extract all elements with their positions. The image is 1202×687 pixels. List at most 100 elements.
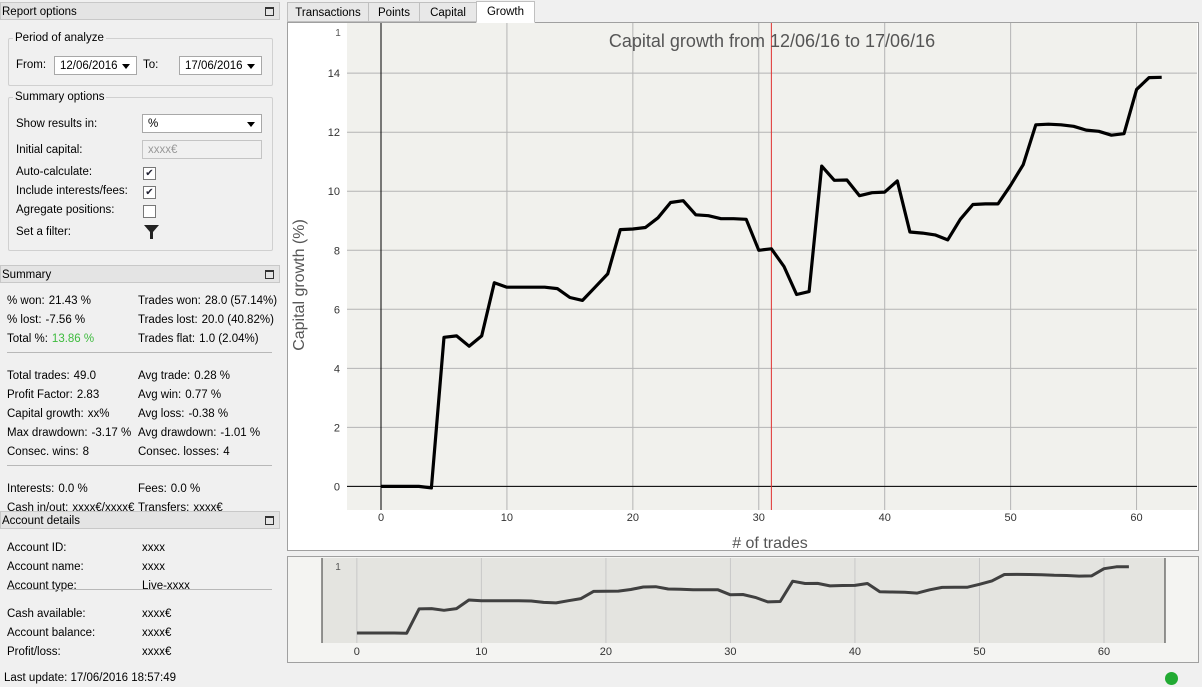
stat: Avg drawdown: -1.01 % (138, 427, 260, 439)
account-label: Cash available: (7, 608, 86, 620)
stat-value: 0.28 % (194, 370, 231, 382)
stat: Avg win: 0.77 % (138, 389, 221, 401)
separator (7, 352, 272, 353)
stat: Total %: 13.86 % (7, 333, 94, 345)
x-tick-label: 60 (1098, 646, 1110, 658)
group-title: Period of analyze (13, 32, 106, 44)
stat-value: -3.17 % (91, 427, 132, 439)
stat-value: 8 (82, 446, 89, 458)
stat-value: -1.01 % (220, 427, 261, 439)
date-dropdown[interactable]: 12/06/2016 (54, 56, 137, 75)
group-box (8, 97, 273, 251)
panel-header: Summary (0, 265, 280, 283)
stat: % won: 21.43 % (7, 295, 91, 307)
stat-value: 13.86 % (51, 333, 95, 345)
stat-label: Total %: (7, 333, 48, 345)
account-value: xxxx (142, 561, 165, 573)
tab[interactable]: Capital (419, 2, 477, 22)
y-tick-label: 6 (334, 304, 340, 316)
stat-value: xx% (87, 408, 110, 420)
label: Initial capital: (16, 144, 83, 156)
stat: Avg trade: 0.28 % (138, 370, 230, 382)
account-value: xxxx (142, 542, 165, 554)
tab[interactable]: Points (368, 2, 420, 22)
status-indicator (1165, 672, 1178, 685)
stat-label: Profit Factor: (7, 389, 73, 401)
stat: Interests: 0.0 % (7, 483, 88, 495)
stat: Fees: 0.0 % (138, 483, 200, 495)
stat-value: 1.0 (2.04%) (199, 333, 259, 345)
y-tick-label: 12 (328, 127, 340, 139)
label: From: (16, 59, 47, 71)
stat-label: Avg win: (138, 389, 182, 401)
stat-label: Cash in/out: (7, 502, 69, 514)
x-tick-label: 0 (378, 512, 384, 524)
label: Auto-calculate: (16, 166, 93, 178)
account-label: Account type: (7, 580, 77, 592)
stat: Max drawdown: -3.17 % (7, 427, 131, 439)
panel-header: Report options (0, 2, 280, 20)
x-tick-label: 20 (627, 512, 639, 524)
date-dropdown[interactable]: 17/06/2016 (179, 56, 262, 75)
header-title: Account details (2, 515, 80, 527)
stat-label: % won: (7, 295, 45, 307)
stat-label: Trades won: (138, 295, 201, 307)
stat-value: 0.0 % (170, 483, 201, 495)
stat-label: Capital growth: (7, 408, 84, 420)
x-tick-label: 60 (1130, 512, 1142, 524)
y-tick-label: 14 (328, 68, 340, 80)
y-tick-label: 4 (334, 363, 340, 375)
x-axis-label: # of trades (732, 535, 808, 552)
account-label: Account ID: (7, 542, 67, 554)
panel-header: Account details (0, 511, 280, 529)
x-tick-label: 30 (753, 512, 765, 524)
filter-icon[interactable] (143, 223, 160, 240)
stat: Trades won: 28.0 (57.14%) (138, 295, 277, 307)
tab[interactable]: Growth (476, 1, 535, 23)
y-tick-label: 0 (334, 481, 340, 493)
stat-label: Trades lost: (138, 314, 198, 326)
x-tick-label: 10 (475, 646, 487, 658)
results-dropdown[interactable]: % (142, 114, 262, 133)
stat-value: 4 (223, 446, 230, 458)
status-text: Last update: 17/06/2016 18:57:49 (4, 672, 177, 684)
x-tick-label: 50 (973, 646, 985, 658)
stat-value: 21.43 % (48, 295, 91, 307)
corner-label: 1 (335, 28, 341, 39)
y-axis-label: Capital growth (%) (291, 219, 308, 351)
stat: % lost: -7.56 % (7, 314, 85, 326)
x-tick-label: 10 (501, 512, 513, 524)
x-tick-label: 40 (849, 646, 861, 658)
label: Show results in: (16, 118, 98, 130)
account-value: Live-xxxx (142, 580, 190, 592)
checkbox[interactable]: ✔ (143, 167, 156, 180)
group-title: Summary options (13, 91, 107, 103)
stat-label: Avg loss: (138, 408, 185, 420)
account-value: xxxx€ (142, 627, 172, 639)
group-box (8, 38, 273, 86)
stat-label: Consec. wins: (7, 446, 79, 458)
separator (7, 465, 272, 466)
stat-label: Avg drawdown: (138, 427, 217, 439)
plot-area (347, 23, 1197, 510)
stat: Transfers: xxxx€ (138, 502, 223, 514)
stat-value: 2.83 (76, 389, 100, 401)
stat-label: Transfers: (138, 502, 190, 514)
stat-label: Consec. losses: (138, 446, 220, 458)
tab[interactable]: Transactions (287, 2, 369, 22)
stat: Avg loss: -0.38 % (138, 408, 228, 420)
stat-label: % lost: (7, 314, 42, 326)
stat-value: xxxx€/xxxx€ (72, 502, 135, 514)
stat-value: -7.56 % (45, 314, 86, 326)
x-tick-label: 30 (724, 646, 736, 658)
header-title: Report options (2, 6, 77, 18)
y-tick-label: 8 (334, 245, 340, 257)
series-line (381, 75, 1162, 490)
capital-input: xxxx€ (142, 140, 262, 159)
header-title: Summary (2, 269, 52, 281)
account-label: Account name: (7, 561, 84, 573)
checkbox[interactable]: ✔ (143, 186, 156, 199)
checkbox[interactable] (143, 205, 156, 218)
account-label: Account balance: (7, 627, 96, 639)
